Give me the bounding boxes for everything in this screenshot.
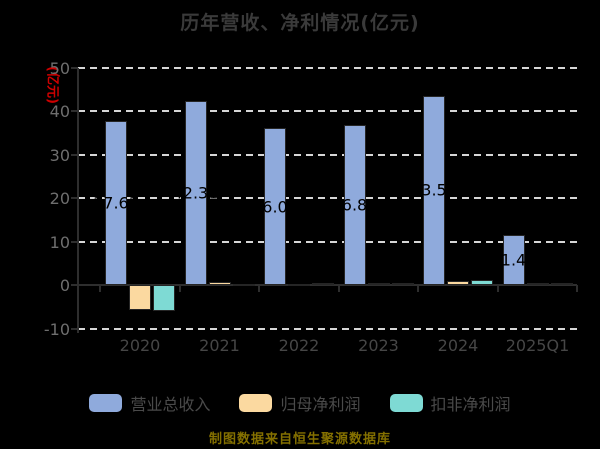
bar-revenue-2021[interactable]	[184, 100, 207, 285]
y-tick-label-30: 30	[49, 145, 70, 165]
y-tick-label-50: 50	[49, 58, 70, 78]
x-tick-mark-1	[178, 285, 181, 292]
bar-net-profit-2023[interactable]	[367, 283, 390, 286]
bar-net-profit-2020[interactable]	[129, 285, 151, 311]
x-tick-label-2021: 2021	[199, 336, 240, 355]
legend-swatch-non-gaap-net-profit	[389, 394, 423, 412]
gridline-y-20	[78, 197, 577, 199]
bar-label-revenue-2021: 42.31	[172, 183, 219, 203]
legend-swatch-net-profit	[239, 394, 273, 412]
bar-net-profit-2025Q1[interactable]	[526, 283, 549, 286]
y-tick-label-20: 20	[49, 189, 70, 208]
bar-non-gaap-net-profit-2020[interactable]	[153, 285, 175, 312]
bar-revenue-2025Q1[interactable]	[502, 235, 525, 285]
x-tick-mark-2	[258, 285, 261, 292]
legend-label-revenue: 营业总收入	[130, 395, 211, 414]
bar-non-gaap-net-profit-2021[interactable]	[232, 283, 255, 286]
bar-revenue-2020[interactable]	[105, 121, 127, 285]
gridline-y--10	[78, 327, 577, 330]
y-axis-line	[77, 67, 79, 333]
x-tick-mark-0	[99, 285, 102, 292]
x-tick-mark-3	[337, 285, 340, 292]
y-tick-mark-40	[71, 110, 78, 112]
y-tick-label-40: 40	[49, 102, 70, 121]
y-tick-label--10: -10	[43, 319, 70, 339]
bar-non-gaap-net-profit-2022[interactable]	[312, 282, 334, 285]
legend-label-net-profit: 归母净利润	[280, 395, 361, 414]
bar-label-revenue-2022: 36.06	[252, 197, 298, 217]
x-tick-mark-6	[576, 285, 579, 292]
data-source-footer: 制图数据来自恒生聚源数据库	[208, 432, 391, 447]
legend-item-net-profit[interactable]: 归母净利润	[239, 391, 361, 415]
bar-revenue-2024[interactable]	[423, 95, 445, 285]
x-tick-label-2023: 2023	[358, 336, 399, 355]
y-tick-mark-0	[71, 284, 78, 286]
bar-non-gaap-net-profit-2024[interactable]	[471, 279, 493, 285]
y-tick-label-0: 0	[59, 276, 70, 295]
legend-swatch-revenue	[89, 394, 123, 412]
bar-revenue-2022[interactable]	[264, 128, 286, 285]
bar-label-revenue-2025Q1: 11.44	[490, 250, 537, 270]
legend-label-non-gaap-net-profit: 扣非净利润	[430, 395, 511, 414]
x-axis-line	[78, 284, 577, 286]
y-tick-mark-10	[71, 240, 78, 243]
y-tick-mark--10	[71, 327, 78, 330]
x-tick-mark-5	[496, 285, 499, 292]
gridline-y-50	[78, 66, 577, 69]
x-tick-label-2020: 2020	[119, 336, 161, 355]
bar-label-revenue-2024: 43.51	[411, 180, 457, 200]
y-tick-mark-30	[71, 153, 78, 156]
gridline-y-30	[78, 153, 577, 156]
bar-label-revenue-2023: 36.82	[331, 195, 378, 215]
x-tick-label-2025Q1: 2025Q1	[505, 336, 570, 355]
y-tick-mark-50	[71, 66, 78, 69]
legend: 营业总收入 归母净利润 扣非净利润	[0, 391, 600, 415]
bar-non-gaap-net-profit-2023[interactable]	[391, 283, 414, 286]
legend-item-revenue[interactable]: 营业总收入	[89, 391, 210, 415]
y-tick-mark-20	[71, 197, 78, 199]
chart-title: 历年营收、净利情况(亿元)	[180, 12, 420, 34]
x-tick-label-2022: 2022	[278, 336, 320, 355]
x-tick-mark-4	[417, 285, 420, 292]
bar-revenue-2023[interactable]	[343, 124, 366, 285]
gridline-y-40	[78, 110, 577, 112]
bar-non-gaap-net-profit-2025Q1[interactable]	[550, 283, 573, 286]
bar-net-profit-2024[interactable]	[447, 281, 469, 285]
gridline-y-10	[78, 240, 577, 243]
y-tick-label-10: 10	[49, 232, 70, 252]
x-tick-label-2024: 2024	[437, 336, 479, 355]
legend-item-non-gaap-net-profit[interactable]: 扣非净利润	[389, 391, 511, 415]
bar-net-profit-2021[interactable]	[208, 281, 231, 285]
bar-label-revenue-2020: 37.63	[93, 193, 139, 213]
bar-net-profit-2022[interactable]	[288, 283, 310, 286]
